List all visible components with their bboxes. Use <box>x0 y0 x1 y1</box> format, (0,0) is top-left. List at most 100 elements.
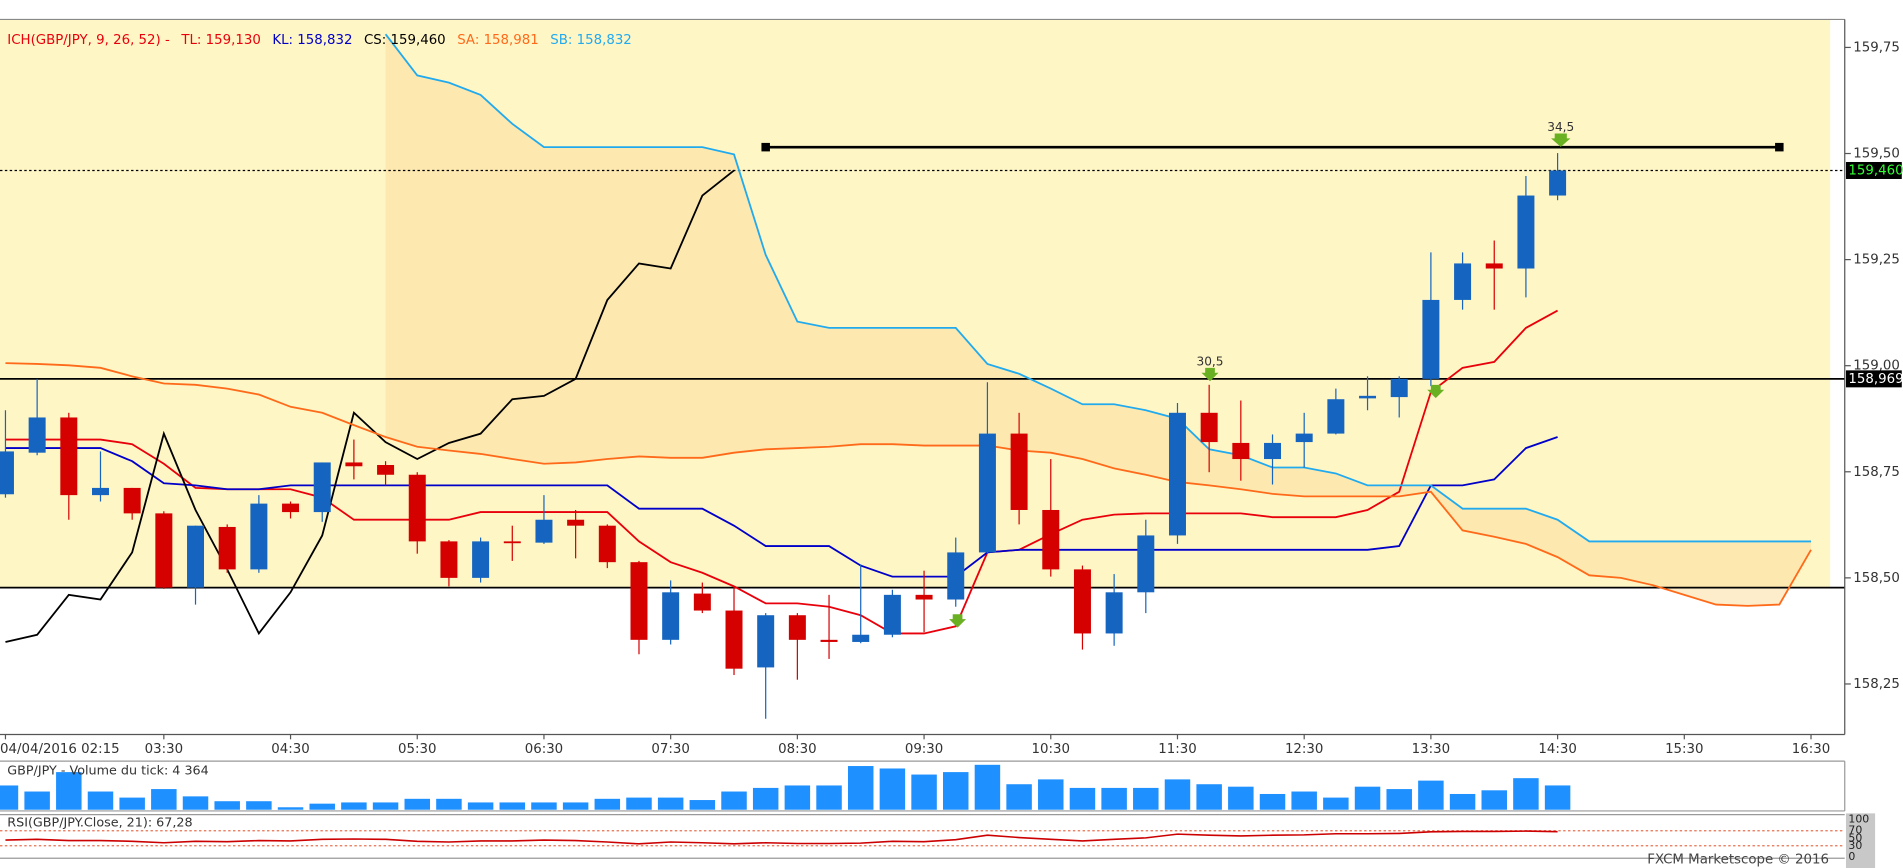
volume-bar <box>1038 779 1064 810</box>
x-tick-label: 15:30 <box>1665 742 1703 757</box>
x-tick-label: 04/04/2016 02:15 <box>0 742 120 757</box>
x-tick-label: 07:30 <box>651 742 689 757</box>
candle-body <box>883 594 901 635</box>
volume-bar <box>277 807 304 810</box>
level-badge <box>1845 161 1902 179</box>
volume-label: GBP/JPY - Volume du tick: 4 364 <box>7 763 208 778</box>
volume-bar <box>1481 790 1507 810</box>
y-tick-label: 159,00 <box>1853 359 1900 374</box>
candle-body <box>598 525 616 563</box>
volume-bar <box>752 787 779 810</box>
legend-entry: SB: 158,832 <box>550 33 632 48</box>
candle-body <box>250 503 268 570</box>
candle-body <box>155 513 173 588</box>
candle-body <box>408 474 426 542</box>
x-tick-label: 10:30 <box>1032 742 1070 757</box>
candle-body <box>852 634 870 642</box>
volume-bar <box>1069 787 1096 810</box>
candle-body <box>123 487 141 514</box>
indicator-line <box>5 169 735 643</box>
candle-body <box>377 464 395 475</box>
candle-body <box>1105 592 1123 634</box>
indicator-label: ICH(GBP/JPY, 9, 26, 52) - <box>7 33 170 48</box>
candle-body <box>567 519 585 526</box>
volume-bar <box>816 785 842 810</box>
rsi-line <box>5 830 1558 845</box>
candle-body <box>1042 509 1060 570</box>
volume-bar <box>56 772 82 810</box>
volume-bar <box>214 801 240 810</box>
volume-bar <box>341 802 367 810</box>
x-tick-label: 05:30 <box>398 742 436 757</box>
signal-arrow <box>1427 384 1445 399</box>
candle-body <box>1390 378 1408 398</box>
volume-bar <box>1544 785 1571 810</box>
volume-bar <box>1291 791 1317 810</box>
candle-body <box>1168 412 1186 536</box>
candle-body <box>60 417 78 496</box>
candle-body <box>1073 569 1091 634</box>
volume-bar <box>87 791 114 810</box>
candle-body <box>947 552 965 600</box>
rsi-tick-label: 70 <box>1848 824 1862 837</box>
candle-body <box>1485 263 1503 269</box>
x-tick-label: 12:30 <box>1285 742 1323 757</box>
x-tick-label: 14:30 <box>1538 742 1576 757</box>
candle-body <box>282 503 300 513</box>
candle-body <box>503 541 521 544</box>
candle-body <box>1295 433 1313 443</box>
candle-body <box>345 462 363 467</box>
volume-bar <box>1196 784 1222 810</box>
volume-bar <box>721 791 747 810</box>
candle-body <box>0 451 14 495</box>
volume-bar <box>974 764 1001 810</box>
candle-body <box>91 487 109 496</box>
credit: FXCM Marketscope © 2016 <box>1647 853 1829 868</box>
level-badge <box>1845 370 1902 388</box>
candle-body <box>1549 170 1567 196</box>
volume-bar <box>309 803 335 810</box>
candle-body <box>218 526 236 570</box>
legend-entry: KL: 158,832 <box>272 33 352 48</box>
x-tick-label: 04:30 <box>271 742 309 757</box>
volume-bar <box>943 772 969 810</box>
signal-arrow <box>1551 133 1571 147</box>
x-tick-label: 16:30 <box>1792 742 1830 757</box>
annotation: 34,5 <box>1547 120 1574 134</box>
overlay-layer: 158,25158,50158,75159,00159,25159,50159,… <box>0 40 1903 863</box>
volume-bar <box>1164 779 1191 810</box>
zone-layer <box>0 19 1831 588</box>
volume-bar <box>0 785 19 810</box>
zone <box>0 19 1831 588</box>
candle-body <box>1137 535 1155 593</box>
signal-arrow <box>949 614 967 628</box>
y-tick-label: 158,50 <box>1853 571 1900 586</box>
candle-body <box>187 525 205 588</box>
volume-bar <box>372 802 399 810</box>
rsi-label: RSI(GBP/JPY.Close, 21): 67,28 <box>7 816 192 831</box>
x-tick-label: 06:30 <box>525 742 563 757</box>
volume-bar <box>1386 789 1412 810</box>
candle-body <box>313 462 331 513</box>
volume-bar <box>1133 787 1159 810</box>
signal-arrow <box>1201 367 1219 382</box>
legend: ICH(GBP/JPY, 9, 26, 52) - TL: 159,130 KL… <box>7 33 632 48</box>
indicator-line <box>384 33 1812 543</box>
volume-bar <box>246 801 272 810</box>
volume-bar <box>1513 778 1539 810</box>
rsi-tick-label: 100 <box>1848 812 1869 825</box>
volume-bar <box>1259 793 1286 810</box>
volume-bar <box>24 791 50 810</box>
indicator-line <box>5 362 1812 607</box>
volume-bar <box>847 766 874 810</box>
volume-bar <box>562 802 589 810</box>
x-tick-label: 11:30 <box>1158 742 1196 757</box>
candle-body <box>693 593 711 611</box>
candle-body <box>1232 442 1250 460</box>
candle-body <box>535 519 553 543</box>
annotation: 30,5 <box>1197 354 1224 368</box>
y-tick-label: 158,25 <box>1853 677 1900 692</box>
volume-bar <box>1323 797 1349 810</box>
volume-bar <box>182 796 209 810</box>
